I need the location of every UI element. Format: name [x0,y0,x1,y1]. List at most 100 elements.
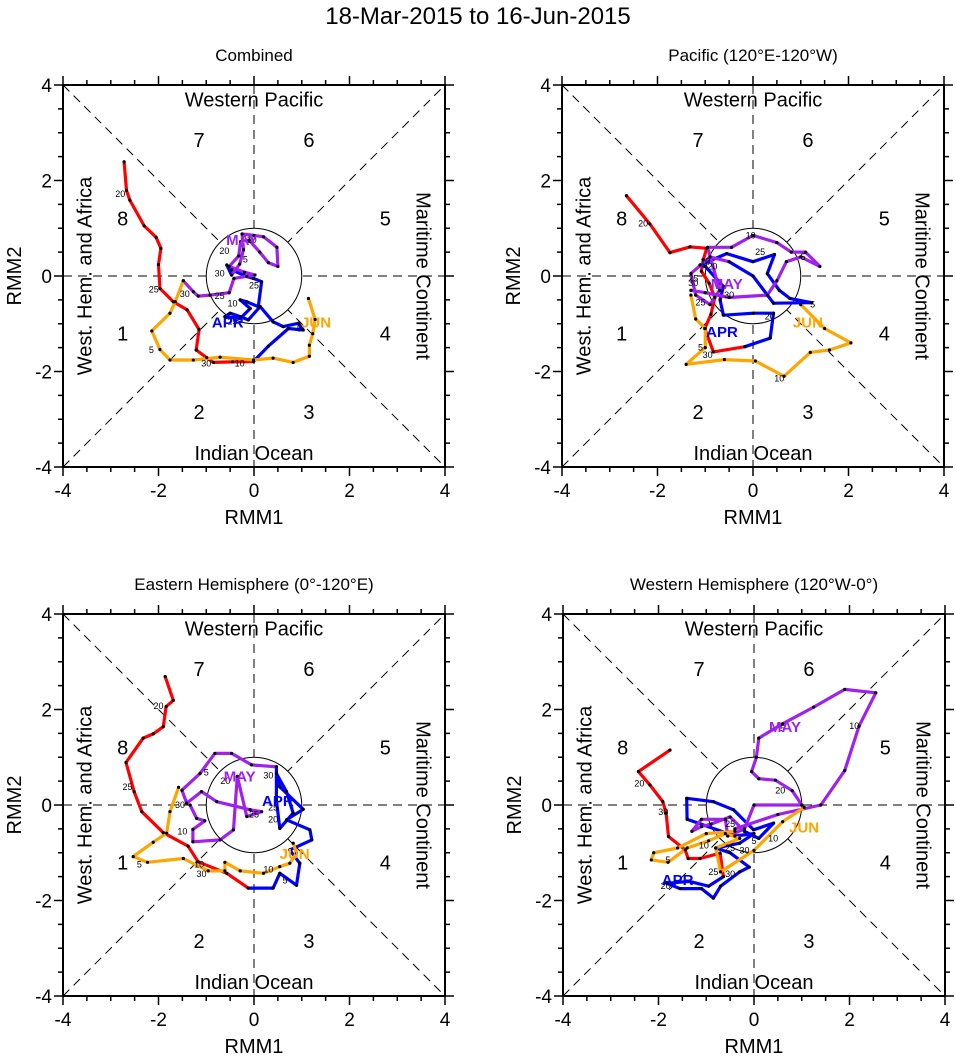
day-label: 30 [703,350,713,360]
daily-point [718,298,722,302]
region-label-west-hem-africa: West. Hem. and Africa [575,705,597,904]
daily-point [818,264,822,269]
day-label: 10 [247,235,257,245]
daily-point [122,160,126,164]
daily-point [284,790,289,794]
daily-point [306,296,311,301]
day-label: 25 [688,273,698,283]
daily-point [213,751,217,756]
daily-point [199,790,204,794]
day-label: 5 [801,252,806,262]
daily-point [742,827,747,831]
daily-point [247,238,251,242]
daily-point [689,293,693,297]
daily-point [757,836,761,841]
region-label-maritime-continent: Maritime Continent [911,721,933,889]
y-tick-label: 0 [541,796,552,817]
daily-point [168,810,172,814]
day-label: 5 [751,836,756,846]
daily-point [145,860,150,864]
day-label: 20 [707,261,717,271]
daily-point [278,826,282,830]
daily-point [248,306,252,311]
daily-point [668,251,672,255]
day-label: 30 [658,807,668,817]
daily-point [799,303,803,307]
daily-point [140,810,144,814]
daily-point [227,291,231,295]
daily-point [727,295,731,300]
trajectory-may [180,751,278,844]
daily-point [752,832,756,836]
daily-point [685,796,689,800]
y-axis-label: RMM2 [504,776,526,835]
daily-point [237,254,241,258]
daily-point [703,264,707,269]
y-tick-label: 4 [41,76,52,97]
day-label: 20 [220,776,230,786]
phase-label-4: 4 [879,323,890,345]
month-label-jun: JUN [789,819,819,836]
month-label-jun: JUN [301,314,331,331]
daily-point [260,810,264,814]
daily-point [773,778,778,782]
x-tick-label: -4 [55,481,72,502]
daily-point [648,222,652,226]
daily-point [666,860,670,864]
region-label-indian-ocean: Indian Ocean [695,972,814,994]
daily-point [261,235,266,239]
daily-point [248,808,252,812]
daily-point [789,250,793,254]
daily-point [266,261,270,265]
daily-point [751,311,756,315]
day-label: 30 [215,269,225,279]
daily-point [196,860,200,864]
daily-point [776,812,780,817]
daily-point [652,851,656,855]
phase-label-2: 2 [194,931,205,953]
day-label: 30 [196,869,206,879]
daily-point [843,687,847,692]
daily-point [229,273,234,277]
y-tick-label: 2 [540,172,551,193]
month-label-apr: APR [662,872,694,889]
day-label: 20 [634,779,644,789]
daily-point [624,194,629,198]
daily-point [771,301,776,305]
daily-point [298,861,302,865]
day-label: 25 [122,782,132,792]
daily-point [229,751,234,756]
region-label-indian-ocean: Indian Ocean [694,443,813,465]
daily-point [296,321,301,325]
day-label: 30 [180,289,190,299]
y-axis-label: RMM2 [4,776,26,835]
day-label: 20 [661,881,671,891]
daily-point [790,789,794,793]
daily-point [729,245,734,249]
phase-label-7: 7 [694,659,705,681]
y-tick-label: -2 [35,363,52,384]
y-tick-label: 2 [541,701,552,722]
month-label-jun: JUN [280,846,310,863]
daily-point [165,831,169,835]
daily-point [274,798,279,802]
daily-point [231,828,236,832]
daily-point [195,816,199,820]
daily-point [711,350,715,354]
x-tick-label: 4 [440,481,451,502]
daily-point [726,834,730,838]
x-tick-label: 4 [939,481,950,502]
daily-point [738,870,742,874]
daily-point [197,327,201,332]
daily-point [721,875,726,879]
daily-point [775,279,779,283]
daily-point [721,284,725,289]
day-label: 25 [725,819,735,829]
daily-point [717,288,722,292]
x-tick-label: 4 [940,1010,951,1031]
daily-point [235,774,239,778]
x-tick-label: 0 [249,481,260,502]
daily-point [211,360,216,365]
